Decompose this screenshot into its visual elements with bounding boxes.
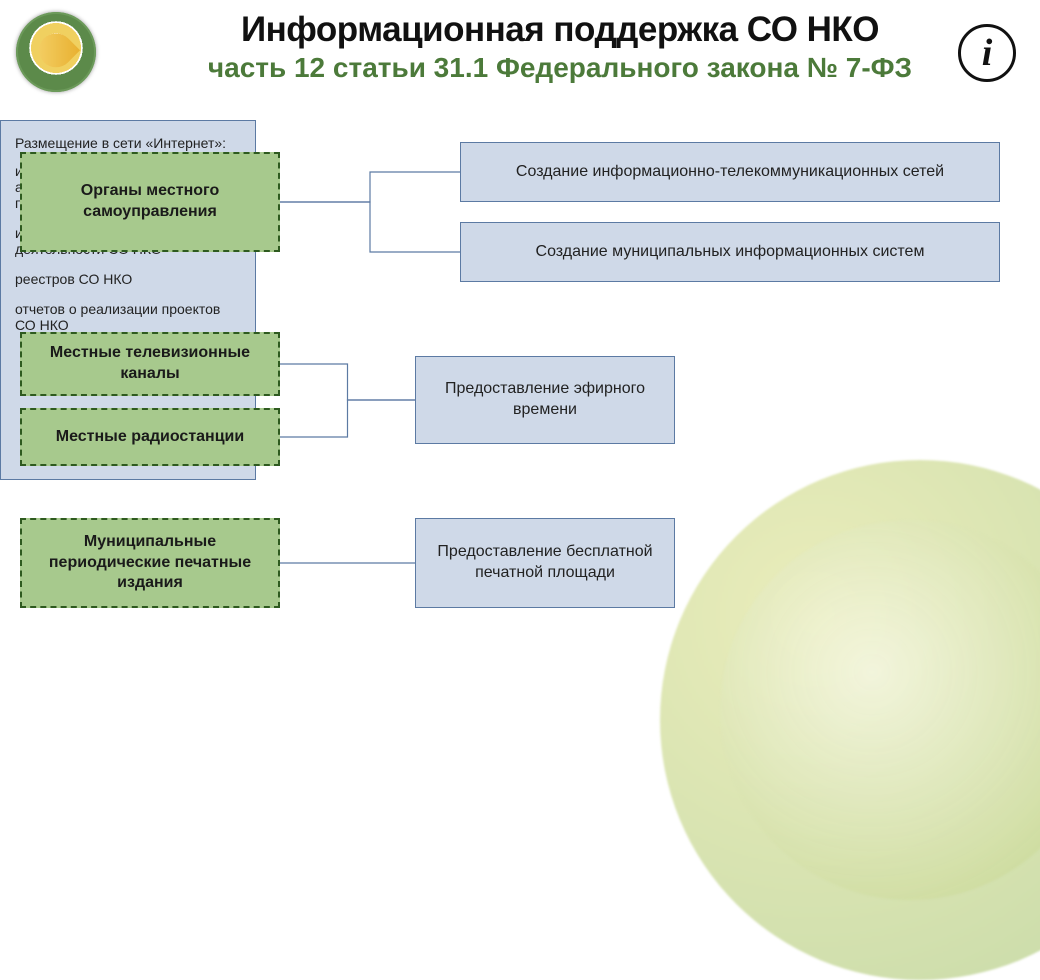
node-label: Создание муниципальных информационных си… — [536, 242, 925, 263]
header: i Информационная поддержка СО НКО часть … — [0, 0, 1040, 90]
node-telecom-networks: Создание информационно-телекоммуникацион… — [460, 142, 1000, 202]
ministry-logo-icon — [16, 12, 96, 92]
page-title: Информационная поддержка СО НКО — [100, 10, 1020, 50]
info-icon: i — [958, 24, 1016, 82]
node-print-space: Предоставление бесплатной печатной площа… — [415, 518, 675, 608]
node-label: Муниципальные периодические печатные изд… — [36, 532, 264, 594]
node-label: Местные телевизионные каналы — [36, 343, 264, 385]
node-label: Предоставление бесплатной печатной площа… — [430, 542, 660, 584]
node-label: Органы местного самоуправления — [36, 181, 264, 223]
node-airtime: Предоставление эфирного времени — [415, 356, 675, 444]
node-tv-channels: Местные телевизионные каналы — [20, 332, 280, 396]
node-label: Создание информационно-телекоммуникацион… — [516, 162, 944, 183]
node-print-media: Муниципальные периодические печатные изд… — [20, 518, 280, 608]
internet-item: отчетов о реализации проектов СО НКО — [15, 301, 241, 333]
diagram-area: Органы местного самоуправления Местные т… — [0, 120, 1040, 720]
node-local-government: Органы местного самоуправления — [20, 152, 280, 252]
internet-item: реестров СО НКО — [15, 271, 241, 287]
node-label: Предоставление эфирного времени — [430, 379, 660, 421]
internet-heading: Размещение в сети «Интернет»: — [15, 135, 241, 151]
node-radio-stations: Местные радиостанции — [20, 408, 280, 466]
node-label: Местные радиостанции — [56, 427, 244, 448]
node-municipal-systems: Создание муниципальных информационных си… — [460, 222, 1000, 282]
page-subtitle: часть 12 статьи 31.1 Федерального закона… — [100, 52, 1020, 84]
